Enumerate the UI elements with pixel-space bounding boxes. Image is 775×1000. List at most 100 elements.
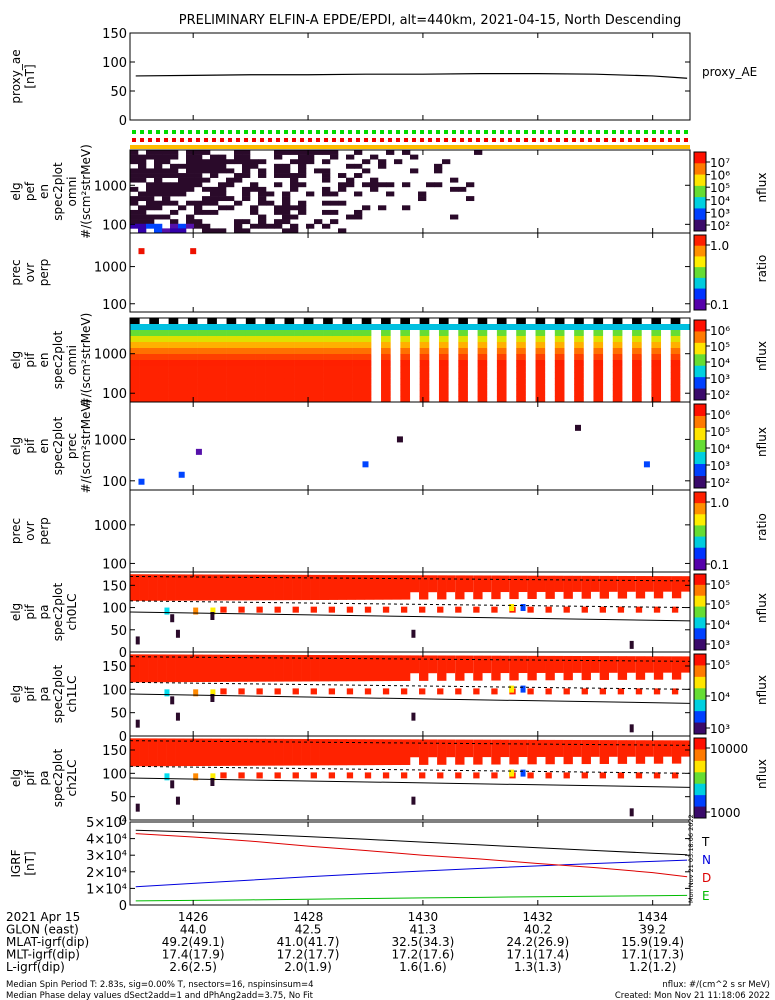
spectrogram-cell: [342, 396, 353, 403]
colorbar-tick-label: 10⁶: [710, 408, 730, 422]
spectrogram-cell: [410, 384, 420, 391]
spectrogram-cell: [158, 366, 169, 373]
y-tick-label: 0: [119, 814, 127, 829]
colorbar-segment: [694, 536, 706, 549]
spectrogram-cell: [265, 336, 276, 343]
pa-cell: [671, 656, 682, 680]
pa-cell: [581, 688, 588, 695]
flag-green: [388, 130, 392, 134]
igrf-line-T: [135, 829, 688, 856]
spectrogram-cell: [554, 372, 565, 379]
spectrogram-cell: [342, 348, 353, 355]
pa-cell: [256, 688, 263, 695]
spectrogram-cell: [593, 336, 604, 343]
spectrogram-cell: [207, 396, 218, 403]
spectrogram-cell: [516, 396, 527, 403]
spectrogram-cell: [400, 336, 411, 343]
spectrogram-cell: [346, 214, 355, 220]
y-axis-label: pif: [23, 770, 37, 786]
spectrogram-cell: [632, 330, 643, 337]
spectrogram-cell: [290, 186, 299, 192]
spectrogram-cell: [680, 360, 691, 367]
spectrogram-cell: [583, 348, 594, 355]
spectrogram-cell: [274, 318, 285, 325]
x-row-value: 42.5: [295, 923, 322, 937]
spectrogram-cell: [661, 354, 671, 361]
pa-cell: [437, 575, 447, 600]
pa-cell: [599, 740, 610, 764]
pa-cell: [220, 688, 227, 695]
spectrogram-cell: [298, 173, 307, 178]
spectrogram-cell: [506, 336, 517, 343]
spectrogram-cell: [370, 177, 379, 183]
pa-cell: [473, 688, 480, 695]
spectrogram-cell: [641, 330, 652, 337]
spectrogram-cell: [282, 196, 291, 202]
spectrogram-cell: [545, 324, 556, 331]
flag-green: [292, 130, 296, 134]
spectrogram-cell: [178, 354, 189, 361]
spectrogram-cell: [496, 324, 507, 331]
spectrogram-cell: [535, 348, 546, 355]
y-axis-label: spec2plot: [51, 748, 65, 807]
spectrogram-cell: [158, 360, 169, 367]
colorbar-segment: [694, 404, 706, 417]
pa-cell: [274, 574, 284, 601]
spectrogram-cell: [458, 378, 469, 385]
spectrogram-cell: [525, 384, 536, 391]
spectrogram-cell: [361, 360, 372, 367]
spectrogram-cell: [284, 336, 295, 343]
spectrogram-cell: [284, 324, 295, 331]
x-row-label: GLON (east): [6, 923, 79, 937]
y-axis-label: pif: [23, 438, 37, 454]
spectrogram-cell: [170, 150, 179, 155]
spectrogram-cell: [603, 330, 614, 337]
spectrogram-cell: [400, 318, 411, 325]
spectrogram-cell: [162, 182, 171, 188]
spectrogram-cell: [516, 390, 527, 397]
spectrogram-cell: [371, 378, 382, 385]
pa-cell: [130, 654, 140, 683]
pa-cell: [391, 655, 402, 682]
spectrogram-cell: [429, 330, 440, 337]
y-axis-label: elg: [9, 769, 23, 787]
spectrogram-cell: [516, 354, 527, 361]
pa-cell: [210, 607, 216, 615]
pa-cell: [247, 574, 257, 601]
pa-cell: [446, 739, 456, 758]
spectrogram-cell: [149, 330, 160, 337]
spectrogram-cell: [274, 223, 283, 229]
y-tick-label: 1000: [94, 433, 127, 448]
pa-cell: [635, 576, 646, 599]
spectrogram-cell: [362, 182, 371, 188]
spectrogram-cell: [651, 396, 662, 403]
spectrogram-cell: [603, 366, 614, 373]
pa-cell: [644, 740, 654, 757]
spectrogram-cell: [622, 324, 633, 331]
y-tick-label: 150: [102, 27, 127, 42]
spectrogram-cell: [564, 318, 575, 325]
pa-cell: [382, 739, 393, 766]
data-point: [643, 461, 650, 468]
spectrogram-cell: [641, 384, 652, 391]
colorbar-tick-label: 10⁷: [710, 156, 730, 170]
spectrogram-cell: [680, 354, 691, 361]
spectrogram-cell: [651, 366, 662, 373]
spectrogram-cell: [207, 330, 218, 337]
flag-green: [316, 130, 320, 134]
spectrogram-cell: [545, 384, 556, 391]
pa-point: [411, 796, 416, 805]
pa-cell: [364, 772, 372, 779]
y-axis-label: pif: [23, 686, 37, 702]
pa-cell: [518, 575, 528, 593]
spectrogram-cell: [162, 154, 171, 160]
spectrogram-cell: [603, 354, 614, 361]
spectrogram-cell: [622, 390, 633, 397]
pa-cell: [554, 739, 564, 757]
spectrogram-cell: [381, 324, 391, 331]
y-axis-label: pif: [23, 352, 37, 368]
spectrogram-cell: [574, 330, 585, 337]
spectrogram-cell: [146, 186, 155, 192]
pa-point: [170, 780, 175, 789]
spectrogram-cell: [516, 336, 527, 343]
